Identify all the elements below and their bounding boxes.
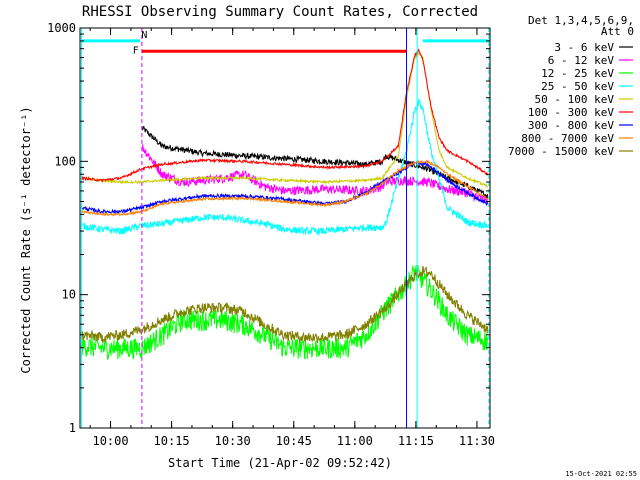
legend-label-3: 25 - 50 keV (541, 80, 614, 93)
interval-layer: NF (81, 28, 490, 428)
y-tick-label-1: 10 (62, 288, 76, 302)
interval-label-1: F (133, 45, 139, 56)
legend-label-7: 800 - 7000 keV (521, 132, 614, 145)
legend-label-5: 100 - 300 keV (528, 106, 614, 119)
x-axis-label: Start Time (21-Apr-02 09:52:42) (168, 456, 392, 470)
series-25-50-kev-line (80, 98, 489, 236)
plot-area (80, 28, 490, 428)
x-tick-label-6: 11:30 (459, 434, 495, 448)
x-tick-label-2: 10:30 (215, 434, 251, 448)
plot-frame (79, 27, 491, 429)
interval-label-0: N (141, 30, 147, 41)
legend-label-4: 50 - 100 keV (535, 93, 615, 106)
series-300-800-kev-line (80, 159, 489, 215)
x-tick-label-1: 10:15 (154, 434, 190, 448)
x-tick-label-3: 10:45 (276, 434, 312, 448)
x-tick-label-4: 11:00 (337, 434, 373, 448)
legend-label-1: 6 - 12 keV (548, 54, 615, 67)
series-100-300-kev-line (80, 48, 489, 183)
plot-background (80, 28, 490, 428)
legend-label-2: 12 - 25 keV (541, 67, 614, 80)
x-tick-label-0: 10:00 (92, 434, 128, 448)
legend-label-0: 3 - 6 keV (554, 41, 614, 54)
series-6-12-kev-line (141, 144, 489, 206)
y-axis-label: Corrected Count Rate (s⁻¹ detector⁻¹) (19, 106, 33, 373)
axes-layer: 10:00 10:15 10:30 10:45 11:00 11:15 11:30 1 10 10… (47, 21, 495, 448)
legend-header-1: Att 0 (601, 25, 634, 38)
series-layer (80, 48, 489, 360)
legend-label-8: 7000 - 15000 keV (508, 145, 614, 158)
chart-title: RHESSI Observing Summary Count Rates, Co… (82, 4, 478, 20)
legend-label-6: 300 - 800 keV (528, 119, 614, 132)
legend-header-0: Det 1,3,4,5,6,9, (528, 14, 634, 27)
series-800-7000-kev-line (80, 159, 489, 217)
x-tick-label-5: 11:15 (398, 434, 434, 448)
generation-timestamp: 15-Oct-2021 02:55 (565, 470, 637, 478)
series-3-6-kev-line (141, 126, 489, 200)
y-tick-label-2: 100 (54, 154, 76, 168)
y-tick-label-3: 1000 (47, 21, 76, 35)
series-7000-15000-kev-line (80, 265, 489, 345)
y-tick-label-0: 1 (69, 421, 76, 435)
